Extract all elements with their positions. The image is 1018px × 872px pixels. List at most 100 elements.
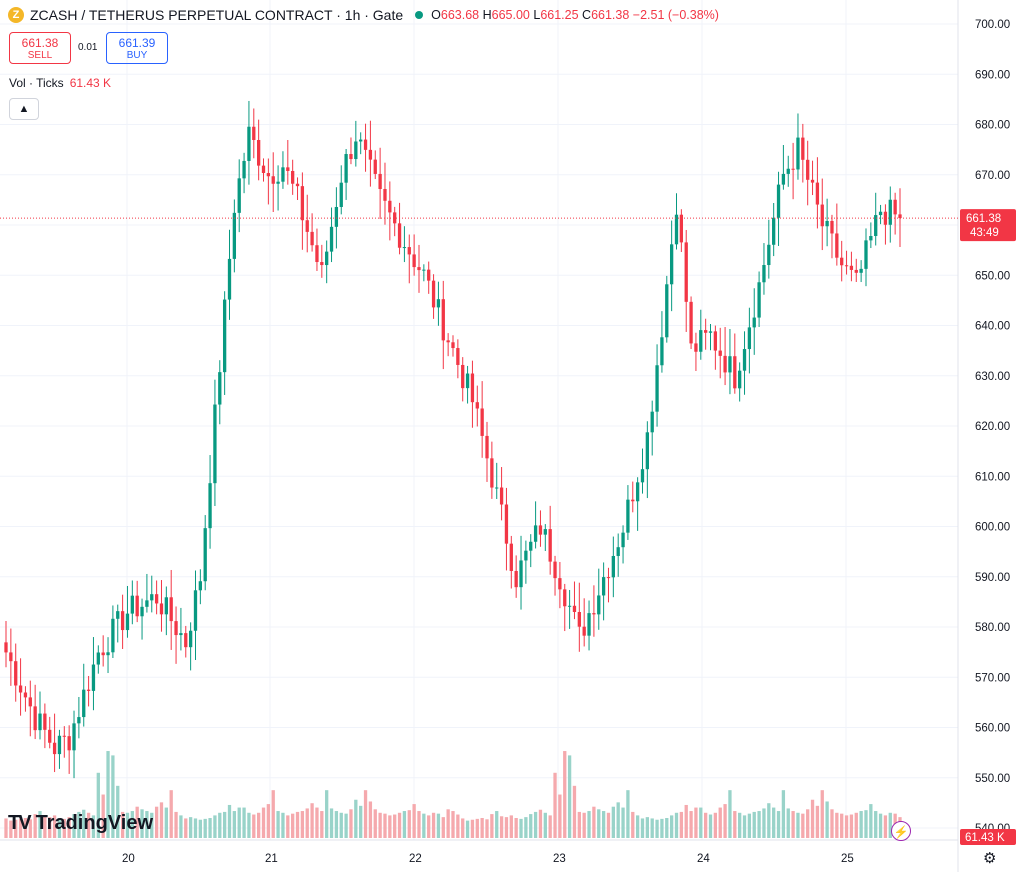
candle-body: [742, 349, 747, 371]
volume-bar: [329, 808, 334, 838]
candle-body: [349, 154, 353, 160]
volume-bar: [490, 814, 494, 838]
y-tick-label: 570.00: [975, 672, 1010, 684]
volume-bar: [271, 790, 275, 838]
volume-bar: [305, 808, 309, 838]
y-tick-label: 610.00: [975, 471, 1010, 483]
volume-bar: [640, 818, 645, 838]
volume-bar: [820, 790, 824, 838]
volume-bar: [645, 817, 649, 838]
sell-button[interactable]: 661.38 SELL: [9, 32, 71, 64]
candle-body: [281, 167, 285, 182]
volume-bar: [704, 812, 708, 838]
volume-bar: [247, 812, 251, 838]
candle-body: [504, 504, 509, 544]
candle-body: [893, 199, 897, 215]
volume-bar: [499, 816, 504, 838]
volume-bar: [538, 809, 543, 838]
candle-body: [154, 594, 159, 604]
volume-bar: [878, 813, 883, 838]
candle-body: [747, 327, 752, 350]
volume-legend[interactable]: Vol · Ticks 61.43 K: [9, 76, 112, 90]
volume-bar: [660, 818, 664, 838]
volume-bar: [198, 819, 202, 838]
volume-bar: [96, 772, 100, 838]
candle-body: [543, 529, 547, 535]
volume-bar: [422, 813, 426, 838]
volume-bar: [747, 813, 752, 838]
candle-body: [738, 370, 742, 389]
volume-bar: [631, 811, 635, 838]
candle-body: [417, 267, 421, 271]
volume-bar: [28, 819, 32, 838]
candle-body: [174, 621, 178, 636]
volume-bar: [728, 790, 732, 838]
candle-body: [62, 735, 66, 737]
volume-bar: [582, 812, 586, 838]
candle-body: [626, 499, 630, 533]
volume-bar: [125, 812, 130, 838]
volume-bar: [776, 811, 781, 838]
volume-bar: [18, 818, 23, 838]
tradingview-logo-mark: TV: [8, 812, 32, 834]
symbol-title[interactable]: ZCASH / TETHERUS PERPETUAL CONTRACT · 1h…: [30, 7, 404, 23]
volume-bar: [830, 809, 834, 838]
volume-bar: [665, 818, 669, 838]
volume-bar: [504, 817, 509, 838]
volume-bar: [43, 816, 47, 838]
volume-bar: [679, 811, 684, 838]
volume-bar: [179, 815, 183, 838]
candle-body: [723, 355, 727, 373]
candle-body: [757, 282, 761, 318]
candle-body: [801, 137, 805, 160]
volume-bar: [154, 806, 159, 838]
candle-body: [393, 212, 397, 224]
lightning-icon[interactable]: ⚡: [891, 821, 911, 841]
volume-bar: [772, 807, 776, 838]
candle-body: [368, 149, 373, 160]
x-tick-label: 22: [409, 853, 422, 865]
y-tick-label: 550.00: [975, 773, 1010, 785]
candle-body: [499, 487, 504, 505]
volume-bar: [14, 819, 18, 838]
volume-bar: [563, 751, 567, 838]
candle-body: [325, 251, 329, 266]
candle-body: [91, 664, 96, 691]
candle-body: [242, 160, 246, 179]
volume-bar: [91, 815, 96, 838]
candle-body: [407, 247, 411, 255]
volume-bar: [412, 804, 416, 838]
candle-body: [650, 411, 654, 433]
candle-body: [820, 204, 824, 227]
candle-body: [300, 186, 305, 221]
volume-bar: [888, 812, 892, 838]
volume-bar: [300, 811, 305, 838]
candle-body: [844, 265, 849, 267]
candle-body: [456, 348, 460, 365]
y-tick-label: 650.00: [975, 270, 1010, 282]
candle-body: [878, 211, 883, 216]
candle-body: [708, 331, 713, 333]
candle-body: [655, 365, 659, 412]
volume-bar: [859, 811, 863, 838]
gear-icon[interactable]: ⚙: [983, 850, 997, 867]
chevron-up-icon[interactable]: ▲: [9, 98, 39, 120]
y-tick-label: 560.00: [975, 723, 1010, 735]
candle-body: [864, 240, 868, 269]
candle-body: [329, 226, 334, 252]
candle-body: [475, 402, 479, 409]
volume-bar: [130, 811, 134, 838]
candle-body: [252, 126, 256, 140]
tradingview-logo[interactable]: TV TradingView: [8, 812, 153, 835]
volume-bar: [4, 818, 8, 838]
last-price-badge-countdown: 43:49: [970, 227, 999, 239]
volume-bar: [849, 814, 854, 838]
candle-body: [96, 652, 100, 665]
y-tick-label: 670.00: [975, 170, 1010, 182]
volume-bar: [621, 807, 625, 838]
volume-bar: [548, 815, 552, 838]
candle-body: [567, 605, 572, 607]
buy-button[interactable]: 661.39 BUY: [106, 32, 168, 64]
candle-body: [495, 487, 499, 489]
